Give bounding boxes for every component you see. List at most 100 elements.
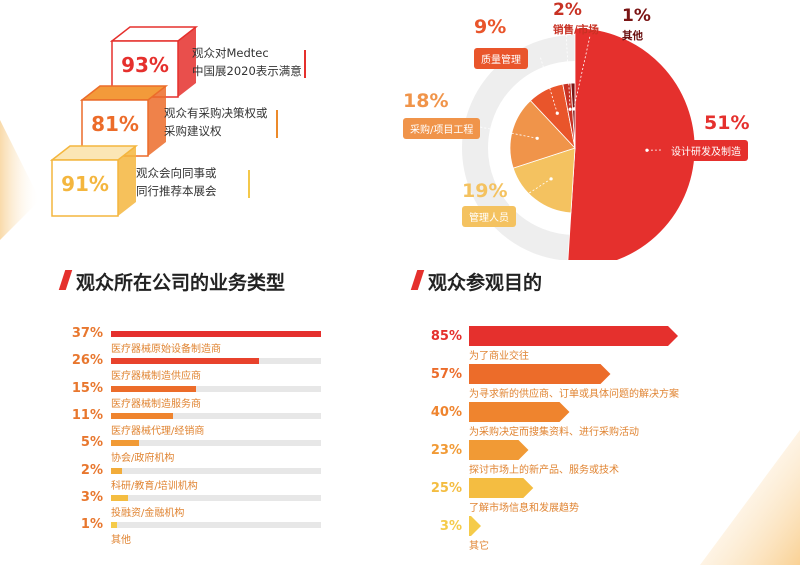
purpose-bar-0	[469, 326, 678, 346]
cube-2	[50, 145, 139, 217]
pie-leader-3	[539, 55, 558, 114]
cube-text-line: 采购建议权	[164, 124, 222, 138]
pie-slice-5	[570, 82, 576, 149]
purpose-label-1: 为寻求新的供应商、订单或具体问题的解决方案	[469, 389, 679, 400]
cube-text-2: 观众会向同事或 同行推荐本展会	[136, 164, 217, 200]
pie-slice-1	[512, 147, 576, 214]
pie-leader-4	[565, 29, 571, 110]
pie-pct-other: 1%	[622, 6, 651, 26]
cube-divider-2	[248, 170, 250, 198]
pie-slice-2	[509, 100, 576, 169]
business-track-1	[111, 358, 321, 365]
pie-pct-sales: 2%	[553, 0, 582, 20]
purpose-bar-1	[469, 364, 611, 384]
pie-tag-mgmt: 管理人员	[462, 206, 516, 227]
cube-front-face	[51, 159, 119, 217]
business-bar-0	[111, 331, 321, 337]
cube-text-line: 中国展2020表示满意	[192, 64, 302, 78]
cube-pct-0: 93%	[121, 53, 169, 77]
pie-pct-design: 51%	[704, 112, 750, 134]
purpose-bar-3	[469, 440, 529, 460]
business-label-5: 科研/教育/培训机构	[111, 480, 198, 492]
business-track-2	[111, 385, 321, 392]
purpose-pct-3: 23%	[430, 443, 462, 458]
cube-side-face	[118, 146, 136, 216]
business-label-6: 投融资/金融机构	[111, 507, 185, 519]
cube-text-1: 观众有采购决策权或 采购建议权	[164, 104, 268, 140]
pie-label-other: 其他	[622, 30, 643, 42]
pie-pct-purchase: 18%	[403, 90, 449, 112]
purpose-bar-2	[469, 402, 570, 422]
purpose-label-0: 为了商业交往	[469, 351, 529, 362]
business-bar-2	[111, 385, 197, 392]
pie-leader-dot	[535, 136, 539, 140]
cube-side-face	[178, 27, 196, 97]
pie-pct-mgmt: 19%	[462, 180, 508, 202]
cube-pct-1: 81%	[91, 112, 139, 136]
purpose-bar-shape	[469, 402, 570, 422]
pie-leader-dot	[645, 148, 649, 152]
business-pct-3: 11%	[71, 407, 103, 423]
cube-side-face	[148, 86, 166, 156]
business-track-6	[111, 494, 321, 501]
pie-leader-dot	[549, 177, 553, 181]
business-pct-4: 5%	[80, 435, 103, 451]
pie-tag-purchase: 采购/项目工程	[403, 118, 481, 139]
purpose-label-5: 其它	[469, 541, 489, 552]
pie-tag-design: 设计研发及制造	[664, 140, 748, 161]
purpose-pct-4: 25%	[430, 481, 462, 496]
pie-leader-2	[474, 125, 538, 139]
business-label-4: 协会/政府机构	[111, 453, 175, 465]
cube-text-line: 观众会向同事或	[136, 166, 217, 180]
purpose-label-3: 探讨市场上的新产品、服务或技术	[469, 465, 619, 476]
cube-text-0: 观众对Medtec 中国展2020表示满意	[192, 44, 302, 80]
purpose-pct-2: 40%	[430, 405, 462, 420]
business-label-2: 医疗器械制造服务商	[111, 398, 201, 410]
business-pct-5: 2%	[80, 462, 103, 478]
purpose-bar-shape	[469, 516, 481, 536]
business-bar-6	[111, 494, 129, 501]
business-pct-7: 1%	[80, 517, 103, 533]
purpose-section-title: 观众参观目的	[428, 272, 543, 294]
cube-divider-0	[304, 50, 306, 78]
business-track-5	[111, 467, 321, 474]
business-track-4	[111, 440, 321, 447]
purpose-label-4: 了解市场信息和发展趋势	[469, 503, 579, 514]
cube-text-line: 观众有采购决策权或	[164, 106, 268, 120]
cube-text-line: 观众对Medtec	[192, 46, 269, 60]
purpose-label-2: 为采购决定而搜集资料、进行采购活动	[469, 427, 639, 438]
pie-leader-5	[573, 35, 591, 110]
purpose-pct-5: 3%	[439, 519, 462, 534]
business-pct-6: 3%	[80, 489, 103, 505]
purpose-bar-shape	[469, 478, 534, 498]
purpose-bar-5	[469, 516, 481, 536]
cube-divider-1	[276, 110, 278, 138]
business-pct-0: 37%	[71, 326, 103, 341]
business-section-title: 观众所在公司的业务类型	[76, 272, 286, 294]
pie-pct-quality: 9%	[474, 16, 507, 38]
purpose-pct-1: 57%	[430, 367, 462, 382]
business-pct-2: 15%	[71, 380, 103, 396]
business-track-0	[111, 331, 321, 337]
pie-tag-quality: 质量管理	[474, 48, 528, 69]
cube-pct-2: 91%	[61, 172, 109, 196]
business-label-1: 医疗器械制造供应商	[111, 371, 201, 383]
pie-leader-dot	[555, 111, 559, 115]
business-bar-3	[111, 412, 174, 419]
purpose-bar-shape	[469, 326, 678, 346]
pie-leader-dot	[568, 107, 572, 111]
business-bar-4	[111, 440, 140, 447]
business-pct-1: 26%	[71, 353, 103, 369]
cube-text-line: 同行推荐本展会	[136, 184, 217, 198]
business-label-0: 医疗器械原始设备制造商	[111, 344, 221, 355]
business-track-3	[111, 412, 321, 419]
pie-leader-dot	[572, 107, 576, 111]
purpose-bar-shape	[469, 364, 611, 384]
business-track-7	[111, 522, 321, 529]
purpose-bar-4	[469, 478, 534, 498]
business-bar-1	[111, 358, 259, 365]
business-bar-7	[111, 522, 117, 529]
pie-label-sales: 销售/市场	[553, 24, 599, 36]
purpose-pct-0: 85%	[430, 329, 462, 344]
